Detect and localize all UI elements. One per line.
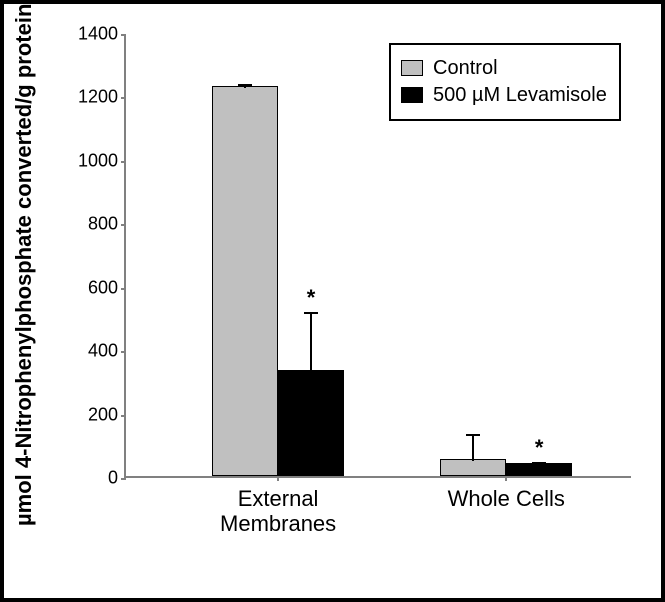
errorbar-cap xyxy=(532,462,546,464)
y-tick-mark xyxy=(121,478,126,480)
y-tick-label: 1200 xyxy=(78,87,118,108)
y-axis-ticks: 0200400600800100012001400 xyxy=(64,34,124,478)
legend: Control 500 µM Levamisole xyxy=(389,43,621,121)
y-tick-label: 1400 xyxy=(78,24,118,45)
y-tick-label: 600 xyxy=(88,277,118,298)
y-tick-mark xyxy=(121,224,126,226)
errorbar-cap xyxy=(466,434,480,436)
y-tick-mark xyxy=(121,288,126,290)
y-tick-label: 400 xyxy=(88,341,118,362)
bar-ext_memb-control xyxy=(212,86,278,476)
errorbar-cap xyxy=(238,84,252,86)
errorbar xyxy=(310,313,312,372)
y-axis-label: µmol 4-Nitrophenylphosphate converted/g … xyxy=(11,76,37,526)
y-tick-label: 0 xyxy=(108,468,118,489)
errorbar-cap xyxy=(304,312,318,314)
x-category-label: ExternalMembranes xyxy=(220,486,336,537)
legend-item-control: Control xyxy=(401,57,607,80)
legend-item-levamisole: 500 µM Levamisole xyxy=(401,84,607,107)
x-tick-mark xyxy=(277,476,279,481)
y-tick-label: 200 xyxy=(88,404,118,425)
errorbar xyxy=(472,435,474,460)
y-tick-mark xyxy=(121,161,126,163)
y-tick-mark xyxy=(121,351,126,353)
y-tick-mark xyxy=(121,34,126,36)
y-axis-label-line1: µmol 4-Nitrophenylphosphate converted/g … xyxy=(11,0,36,526)
significance-star: * xyxy=(535,435,544,461)
legend-swatch xyxy=(401,87,423,103)
legend-label: Control xyxy=(433,57,497,80)
plot-wrap: 0200400600800100012001400 Control500 µM … xyxy=(64,34,631,478)
chart-frame: µmol 4-Nitrophenylphosphate converted/g … xyxy=(0,0,665,602)
y-tick-label: 800 xyxy=(88,214,118,235)
bar-ext_memb-levamisole xyxy=(278,370,344,476)
significance-star: * xyxy=(307,285,316,311)
x-category-label: Whole Cells xyxy=(448,486,565,511)
legend-label: 500 µM Levamisole xyxy=(433,84,607,107)
bar-whole_cells-control xyxy=(440,459,506,476)
plot-area: Control500 µM Levamisole ExternalMembran… xyxy=(124,34,631,478)
y-tick-mark xyxy=(121,415,126,417)
y-tick-label: 1000 xyxy=(78,150,118,171)
legend-swatch xyxy=(401,60,423,76)
x-tick-mark xyxy=(505,476,507,481)
y-tick-mark xyxy=(121,97,126,99)
